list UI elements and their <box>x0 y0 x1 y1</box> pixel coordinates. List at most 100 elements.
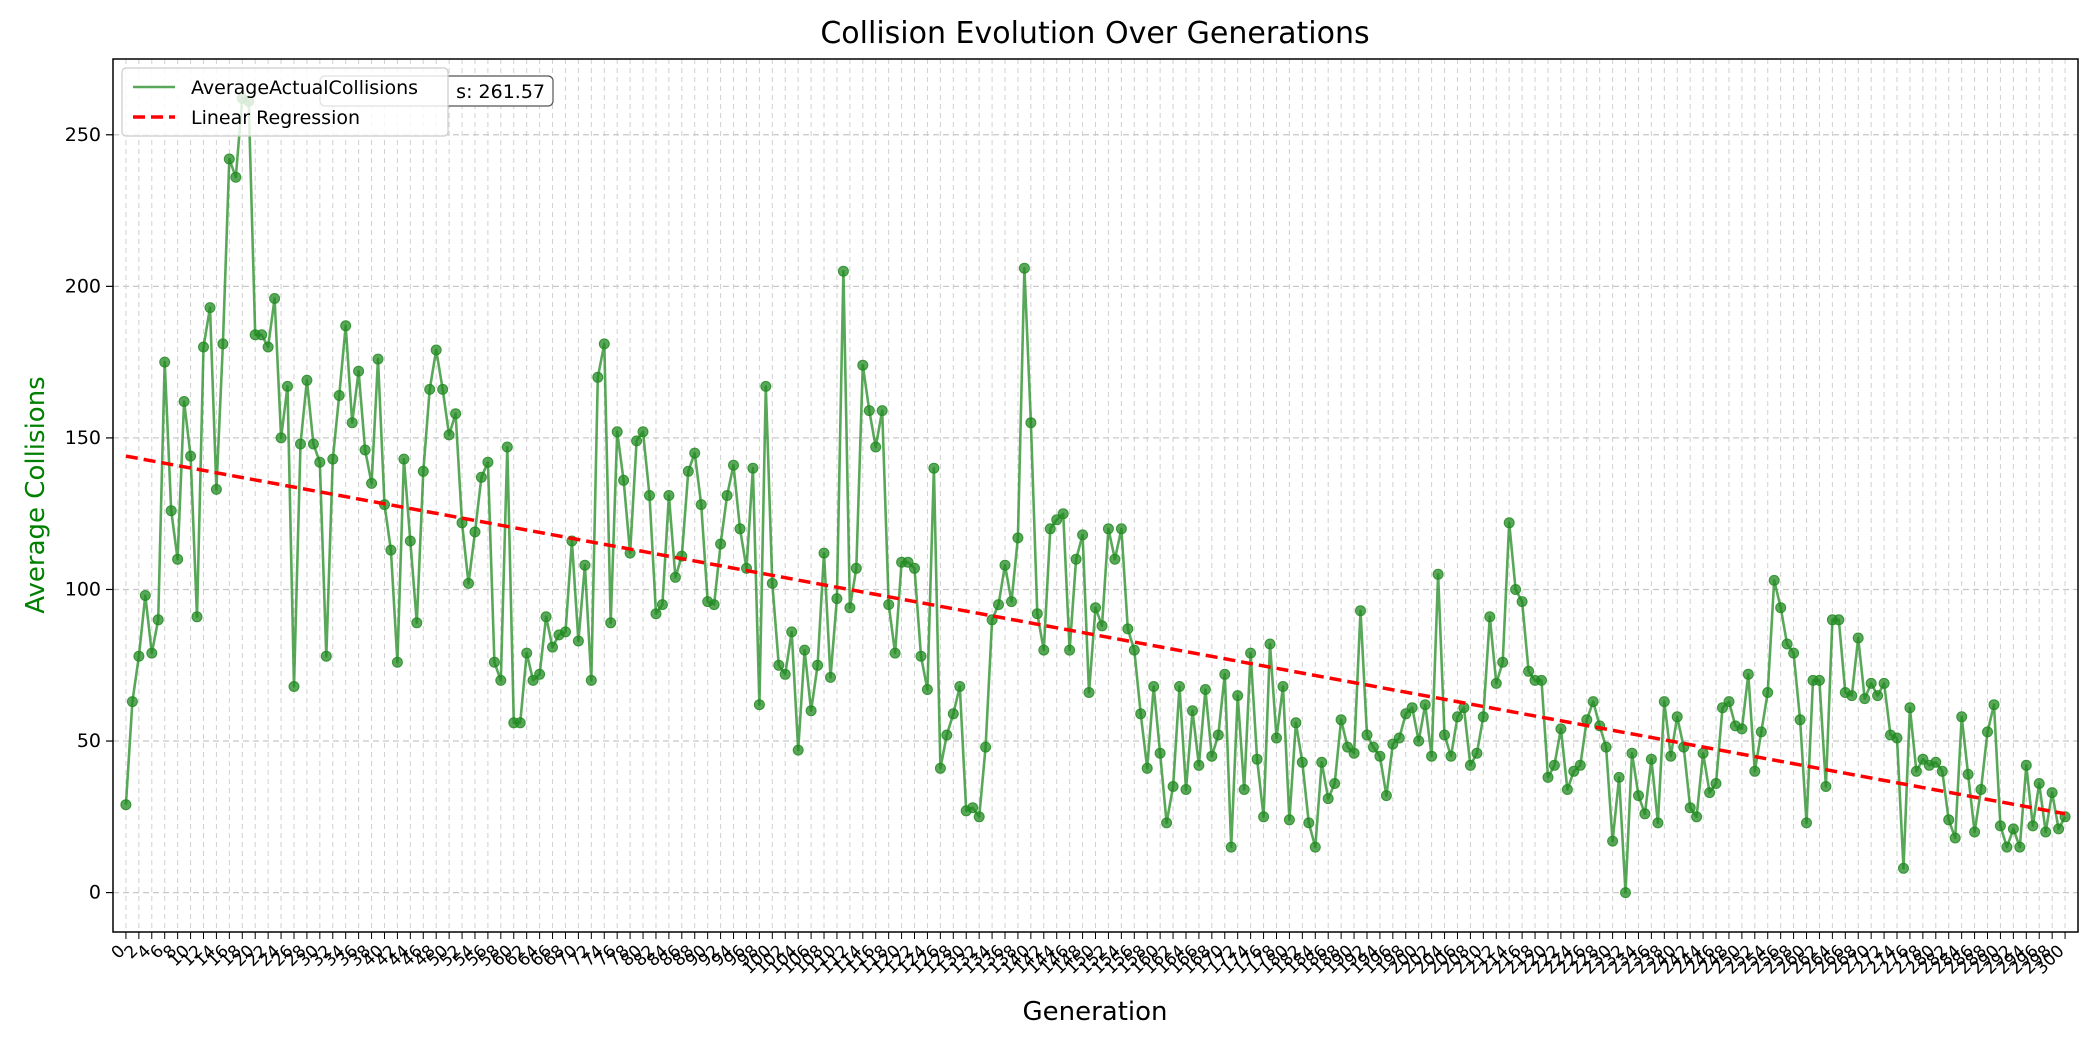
data-point <box>1969 826 1981 838</box>
data-point <box>799 644 811 656</box>
data-point <box>1322 793 1334 805</box>
data-point <box>1044 523 1056 535</box>
data-point <box>1503 517 1515 529</box>
data-point <box>547 641 558 653</box>
data-point <box>999 559 1011 571</box>
data-point <box>669 571 681 583</box>
data-point <box>217 338 229 350</box>
data-point <box>1788 647 1800 659</box>
data-point <box>1199 684 1211 695</box>
data-point <box>178 396 190 407</box>
data-point <box>1122 623 1134 635</box>
data-point <box>1031 608 1043 620</box>
data-point <box>1846 690 1858 702</box>
data-point <box>1374 750 1386 762</box>
data-point <box>1161 817 1173 829</box>
data-point <box>1859 693 1871 705</box>
data-point <box>682 465 694 477</box>
grid-lines <box>113 59 2078 932</box>
data-point <box>417 465 429 477</box>
data-point <box>501 441 513 453</box>
data-point <box>805 705 817 717</box>
data-point <box>1626 747 1638 759</box>
data-point <box>126 696 138 708</box>
data-point <box>1801 817 1812 829</box>
data-point <box>204 302 216 314</box>
data-point <box>825 671 836 683</box>
data-point <box>1516 596 1528 608</box>
data-point <box>1813 674 1825 686</box>
data-point <box>993 599 1004 611</box>
data-point <box>2053 823 2065 835</box>
data-point <box>766 577 778 589</box>
data-point <box>1768 574 1780 586</box>
data-point <box>611 426 623 438</box>
data-point <box>1277 681 1289 692</box>
data-point <box>385 544 397 556</box>
data-point <box>1355 605 1366 617</box>
data-point <box>1238 784 1250 795</box>
data-point <box>391 656 403 668</box>
data-point <box>443 429 455 441</box>
data-point <box>1154 747 1166 759</box>
data-point <box>1865 677 1877 689</box>
data-point <box>1904 702 1916 714</box>
data-point <box>1083 687 1095 698</box>
data-point <box>1361 729 1373 741</box>
data-point <box>715 538 727 550</box>
data-point <box>1943 814 1955 826</box>
data-point <box>1781 638 1793 650</box>
data-point <box>1872 690 1884 702</box>
data-point <box>1613 771 1625 783</box>
data-point <box>954 681 966 692</box>
data-point <box>812 659 824 671</box>
data-point <box>1380 790 1392 802</box>
data-point <box>1064 644 1076 656</box>
data-point <box>1135 708 1147 720</box>
data-point <box>488 656 500 668</box>
data-point <box>721 490 733 501</box>
data-point <box>463 577 474 589</box>
data-point <box>1187 705 1198 717</box>
data-point <box>1006 596 1017 608</box>
data-point <box>521 647 533 659</box>
data-point <box>340 320 352 332</box>
data-point <box>1109 553 1121 565</box>
data-point <box>1697 747 1709 759</box>
data-point <box>120 799 132 811</box>
data-point <box>275 432 287 444</box>
data-point <box>1406 702 1418 714</box>
data-point <box>1652 817 1664 829</box>
data-point <box>1419 699 1431 711</box>
data-point <box>1600 741 1612 753</box>
data-point <box>1206 750 1218 762</box>
data-point <box>230 171 242 183</box>
data-point <box>1445 750 1457 762</box>
data-point <box>1309 841 1321 853</box>
data-point <box>592 371 604 383</box>
data-point <box>1102 523 1114 535</box>
data-point <box>656 599 668 611</box>
data-point <box>1303 817 1315 829</box>
data-point <box>1645 753 1657 765</box>
data-point <box>1820 781 1832 792</box>
data-point <box>837 265 849 277</box>
legend-label-series: AverageActualCollisions <box>191 77 418 99</box>
data-point <box>1096 620 1108 632</box>
data-point <box>262 341 274 353</box>
data-point <box>1994 820 2006 832</box>
data-point <box>1542 771 1554 783</box>
data-point <box>1335 714 1347 726</box>
data-point <box>792 744 804 756</box>
data-point <box>928 462 940 474</box>
data-point <box>915 650 927 662</box>
data-point <box>165 505 177 517</box>
data-point <box>1794 714 1806 726</box>
data-point <box>320 650 332 662</box>
data-point <box>1962 768 1974 780</box>
data-point <box>172 553 184 565</box>
data-point <box>850 562 862 574</box>
data-point <box>540 611 552 623</box>
data-point <box>1658 696 1670 708</box>
